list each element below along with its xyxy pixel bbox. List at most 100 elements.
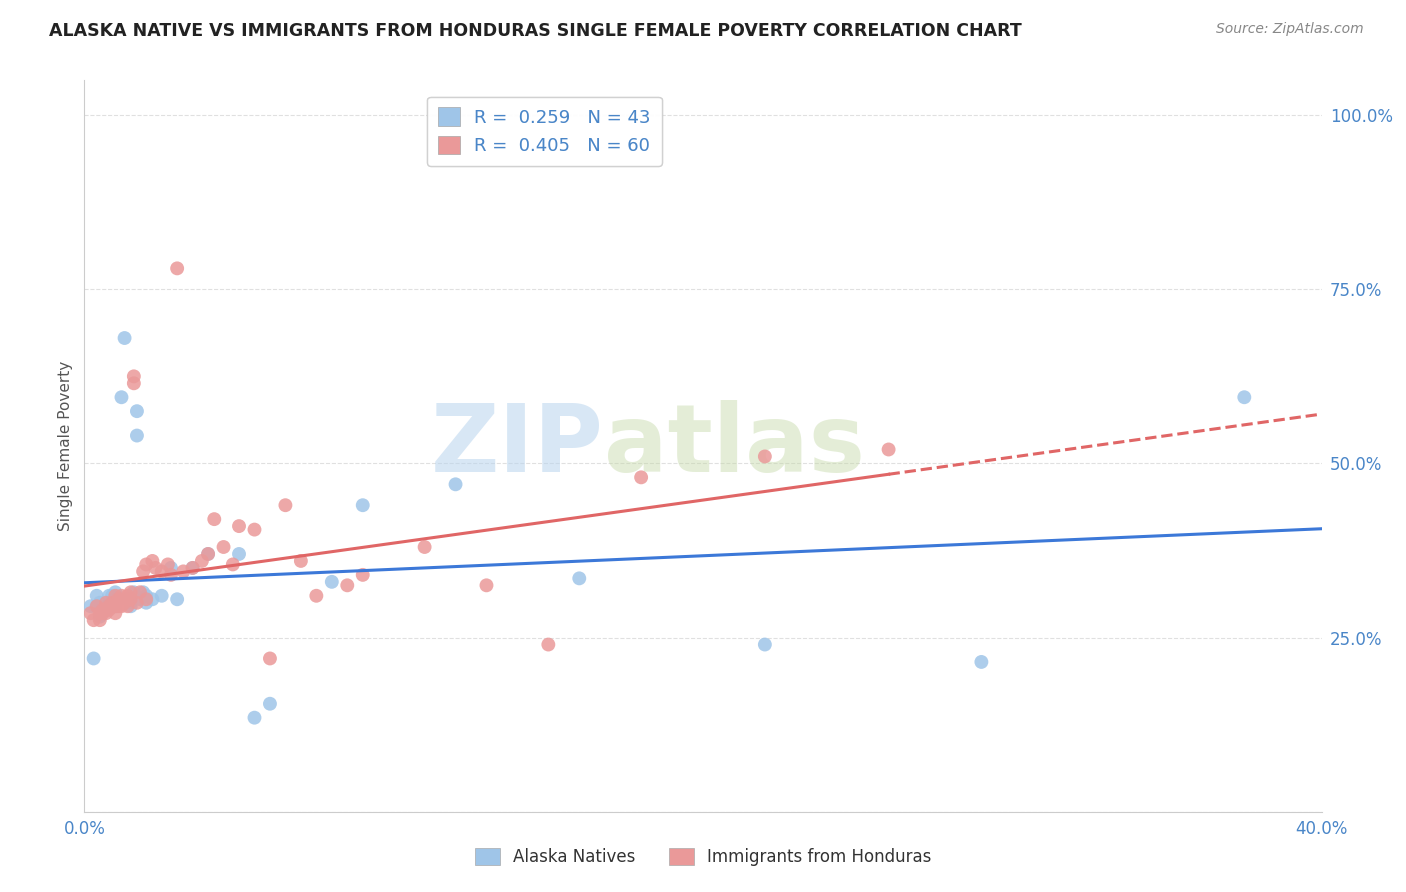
Point [135, 589, 157, 603]
Point [86, 589, 108, 603]
Point [91, 606, 114, 620]
Point [79, 606, 101, 620]
Point [243, 711, 266, 725]
Point [141, 592, 163, 607]
Point [444, 477, 467, 491]
Point [110, 589, 132, 603]
Point [222, 558, 245, 572]
Point [125, 596, 148, 610]
Legend: Alaska Natives, Immigrants from Honduras: Alaska Natives, Immigrants from Honduras [467, 840, 939, 875]
Point [83, 613, 105, 627]
Point [166, 261, 188, 276]
Point [181, 561, 204, 575]
Point [114, 592, 136, 607]
Point [321, 574, 343, 589]
Point [135, 592, 157, 607]
Point [122, 585, 145, 599]
Point [120, 599, 142, 614]
Point [107, 599, 129, 614]
Point [336, 578, 359, 592]
Point [172, 565, 194, 579]
Point [754, 638, 776, 652]
Point [352, 498, 374, 512]
Point [129, 585, 152, 599]
Point [117, 589, 139, 603]
Point [89, 606, 111, 620]
Point [122, 376, 145, 391]
Point [1233, 390, 1256, 404]
Point [101, 596, 124, 610]
Point [877, 442, 900, 457]
Point [413, 540, 436, 554]
Point [107, 592, 129, 607]
Point [89, 609, 111, 624]
Legend: R =  0.259   N = 43, R =  0.405   N = 60: R = 0.259 N = 43, R = 0.405 N = 60 [427, 96, 662, 166]
Point [101, 599, 124, 614]
Point [122, 369, 145, 384]
Point [110, 390, 132, 404]
Point [197, 547, 219, 561]
Point [352, 567, 374, 582]
Point [228, 547, 250, 561]
Point [86, 599, 108, 614]
Point [91, 603, 114, 617]
Point [86, 599, 108, 614]
Point [135, 558, 157, 572]
Point [104, 599, 127, 614]
Point [79, 599, 101, 614]
Point [83, 651, 105, 665]
Point [132, 585, 155, 599]
Text: ALASKA NATIVE VS IMMIGRANTS FROM HONDURAS SINGLE FEMALE POVERTY CORRELATION CHAR: ALASKA NATIVE VS IMMIGRANTS FROM HONDURA… [49, 22, 1022, 40]
Point [117, 592, 139, 607]
Point [110, 599, 132, 614]
Text: Source: ZipAtlas.com: Source: ZipAtlas.com [1216, 22, 1364, 37]
Point [104, 606, 127, 620]
Point [475, 578, 498, 592]
Point [132, 565, 155, 579]
Point [91, 603, 114, 617]
Point [101, 589, 124, 603]
Text: ZIP: ZIP [432, 400, 605, 492]
Point [290, 554, 312, 568]
Point [104, 585, 127, 599]
Point [228, 519, 250, 533]
Point [104, 599, 127, 614]
Point [243, 523, 266, 537]
Point [259, 651, 281, 665]
Point [630, 470, 652, 484]
Point [259, 697, 281, 711]
Point [202, 512, 225, 526]
Point [101, 599, 124, 614]
Point [129, 592, 152, 607]
Point [970, 655, 993, 669]
Point [274, 498, 297, 512]
Point [94, 599, 117, 614]
Point [114, 331, 136, 345]
Point [156, 558, 179, 572]
Point [181, 561, 204, 575]
Point [98, 589, 121, 603]
Point [197, 547, 219, 561]
Point [145, 561, 167, 575]
Point [166, 592, 188, 607]
Point [160, 561, 183, 575]
Point [212, 540, 235, 554]
Point [89, 613, 111, 627]
Point [568, 571, 591, 585]
Point [125, 404, 148, 418]
Point [104, 589, 127, 603]
Point [94, 596, 117, 610]
Point [98, 599, 121, 614]
Point [150, 589, 173, 603]
Point [94, 603, 117, 617]
Point [537, 638, 560, 652]
Point [89, 596, 111, 610]
Point [98, 603, 121, 617]
Point [120, 592, 142, 607]
Point [141, 554, 163, 568]
Point [94, 606, 117, 620]
Point [150, 565, 173, 579]
Point [160, 567, 183, 582]
Point [117, 599, 139, 614]
Point [135, 596, 157, 610]
